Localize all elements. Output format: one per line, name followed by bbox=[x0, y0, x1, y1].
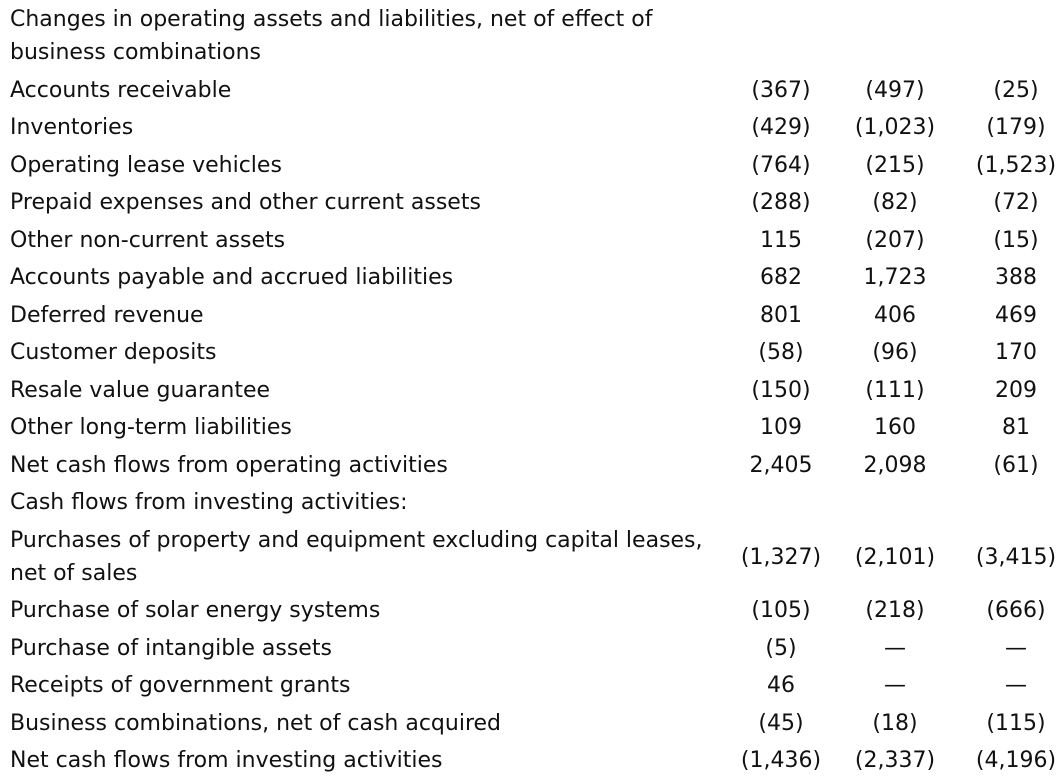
row-label: Purchases of property and equipment excl… bbox=[10, 528, 703, 586]
value-col-2: (111) bbox=[865, 378, 925, 403]
value-col-3: 209 bbox=[995, 378, 1037, 403]
value-col-3: — bbox=[1005, 673, 1027, 698]
value-col-3: (179) bbox=[986, 115, 1046, 140]
row-label: Net cash flows from operating activities bbox=[10, 453, 448, 478]
value-col-1: (764) bbox=[751, 153, 811, 178]
value-col-3: (4,196) bbox=[975, 748, 1057, 773]
value-col-3: 81 bbox=[1002, 415, 1030, 440]
value-col-2: — bbox=[884, 636, 906, 661]
value-col-3: 469 bbox=[995, 303, 1037, 328]
value-col-2: (2,101) bbox=[854, 545, 936, 570]
value-col-3: (1,523) bbox=[975, 153, 1057, 178]
value-col-3: (61) bbox=[993, 453, 1039, 478]
row-label: Accounts receivable bbox=[10, 78, 232, 103]
value-col-1: (150) bbox=[751, 378, 811, 403]
value-col-1: (105) bbox=[751, 598, 811, 623]
value-col-3: (15) bbox=[993, 228, 1039, 253]
value-col-1: (429) bbox=[751, 115, 811, 140]
value-col-2: (1,023) bbox=[854, 115, 936, 140]
value-col-2: (96) bbox=[872, 340, 918, 365]
row-label: Operating lease vehicles bbox=[10, 153, 282, 178]
value-col-2: 160 bbox=[874, 415, 916, 440]
row-label: Customer deposits bbox=[10, 340, 217, 365]
value-col-3: — bbox=[1005, 636, 1027, 661]
value-col-1: (367) bbox=[751, 78, 811, 103]
value-col-1: 46 bbox=[767, 673, 795, 698]
row-label: Cash flows from investing activities: bbox=[10, 490, 408, 515]
row-label: Business combinations, net of cash acqui… bbox=[10, 711, 502, 736]
value-col-2: (497) bbox=[865, 78, 925, 103]
value-col-3: (666) bbox=[986, 598, 1046, 623]
value-col-1: 801 bbox=[760, 303, 802, 328]
row-label: Purchase of solar energy systems bbox=[10, 598, 381, 623]
value-col-2: (215) bbox=[865, 153, 925, 178]
value-col-2: (82) bbox=[872, 190, 918, 215]
value-col-1: 682 bbox=[760, 265, 802, 290]
value-col-1: 2,405 bbox=[749, 453, 813, 478]
value-col-3: 388 bbox=[995, 265, 1037, 290]
value-col-1: (1,436) bbox=[740, 748, 822, 773]
value-col-1: (5) bbox=[765, 636, 797, 661]
value-col-2: 2,098 bbox=[863, 453, 927, 478]
row-label: Accounts payable and accrued liabilities bbox=[10, 265, 454, 290]
value-col-1: 115 bbox=[760, 228, 802, 253]
value-col-3: (72) bbox=[993, 190, 1039, 215]
value-col-2: (18) bbox=[872, 711, 918, 736]
row-label: Receipts of government grants bbox=[10, 673, 351, 698]
row-label: Inventories bbox=[10, 115, 134, 140]
row-label: Other long-term liabilities bbox=[10, 415, 292, 440]
value-col-3: (25) bbox=[993, 78, 1039, 103]
row-label: Changes in operating assets and liabilit… bbox=[10, 7, 653, 65]
value-col-2: 406 bbox=[874, 303, 916, 328]
value-col-2: (218) bbox=[865, 598, 925, 623]
value-col-3: (3,415) bbox=[975, 545, 1057, 570]
value-col-2: (2,337) bbox=[854, 748, 936, 773]
value-col-1: (45) bbox=[758, 711, 804, 736]
value-col-2: 1,723 bbox=[863, 265, 927, 290]
value-col-3: (115) bbox=[986, 711, 1046, 736]
row-label: Net cash flows from investing activities bbox=[10, 748, 443, 773]
value-col-1: (288) bbox=[751, 190, 811, 215]
value-col-1: (1,327) bbox=[740, 545, 822, 570]
row-label: Other non-current assets bbox=[10, 228, 286, 253]
value-col-2: — bbox=[884, 673, 906, 698]
row-label: Prepaid expenses and other current asset… bbox=[10, 190, 481, 215]
row-label: Purchase of intangible assets bbox=[10, 636, 332, 661]
value-col-1: (58) bbox=[758, 340, 804, 365]
value-col-3: 170 bbox=[995, 340, 1037, 365]
value-col-1: 109 bbox=[760, 415, 802, 440]
value-col-2: (207) bbox=[865, 228, 925, 253]
row-label: Resale value guarantee bbox=[10, 378, 271, 403]
row-label: Deferred revenue bbox=[10, 303, 204, 328]
